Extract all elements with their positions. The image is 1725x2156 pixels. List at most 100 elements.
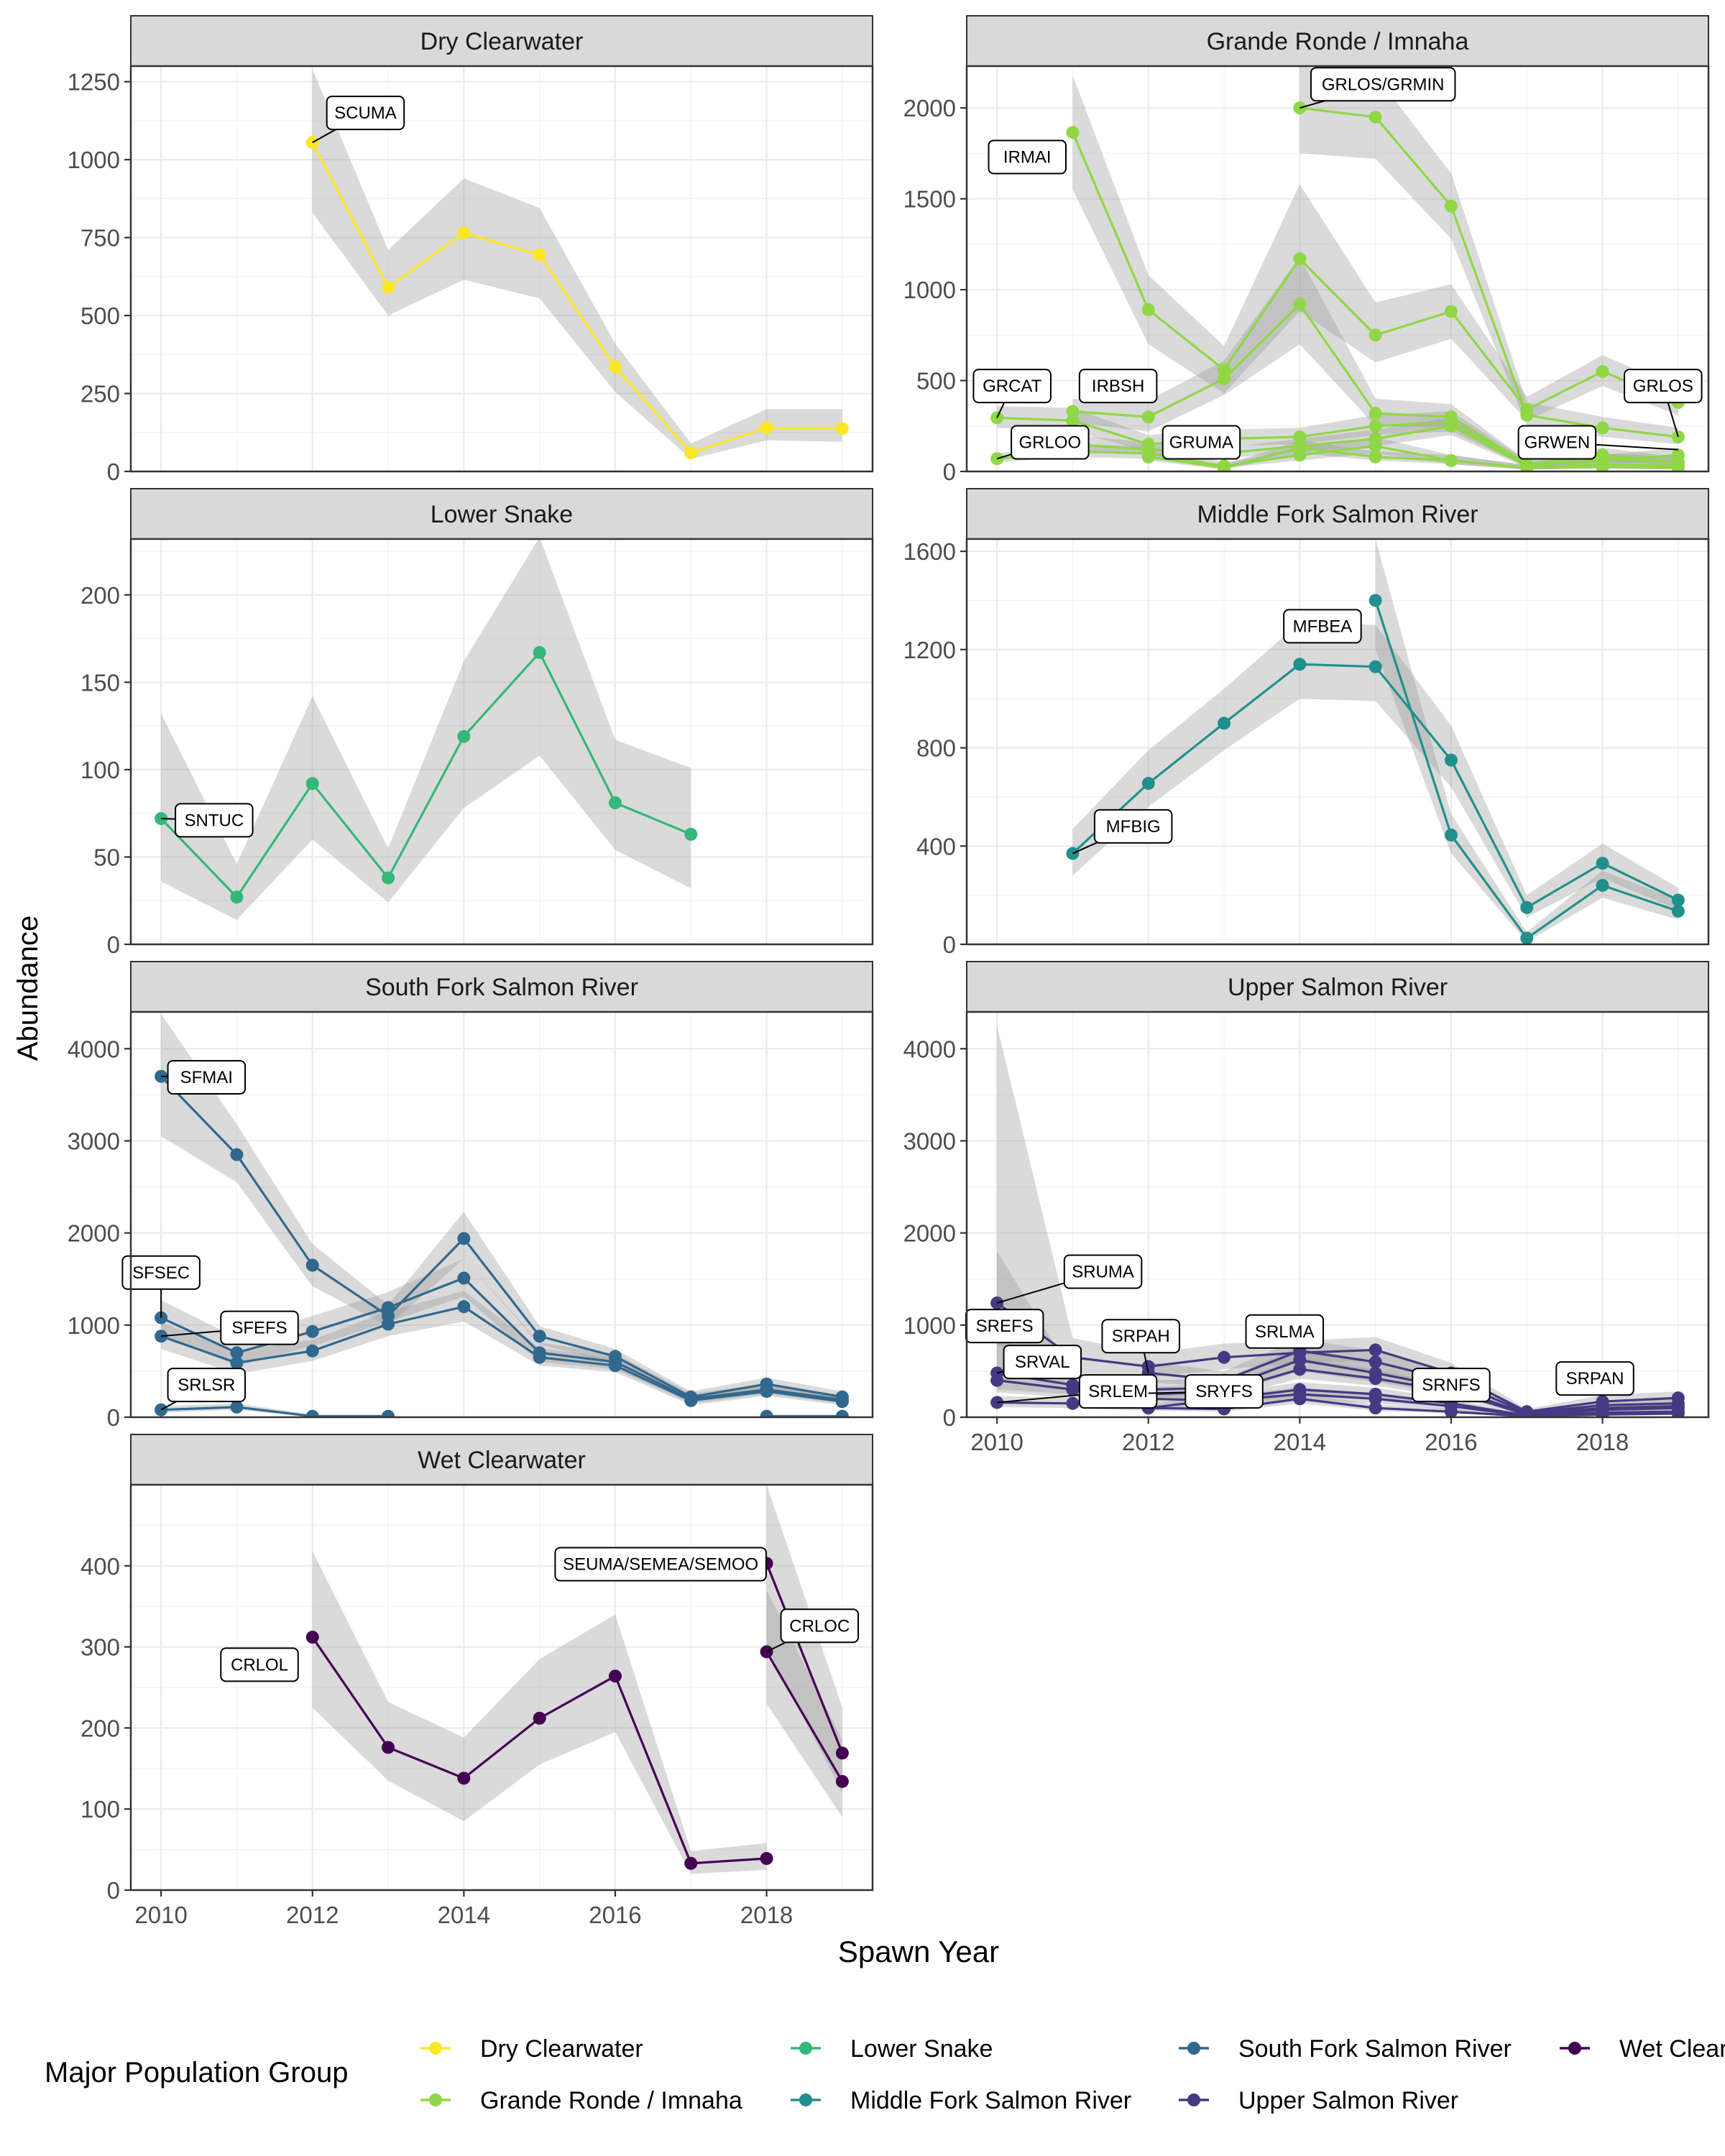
data-point [305,1258,319,1272]
data-point [230,1346,244,1360]
data-point [608,360,622,374]
label-box [326,96,405,131]
data-point [1218,717,1231,730]
y-tick-label: 0 [107,459,120,485]
y-tick-label: 4000 [68,1036,120,1062]
series-label: IRMAI [1003,147,1052,167]
ribbon-srnfs [1148,1393,1678,1417]
series-label: GRLOS [1633,377,1693,396]
legend-item: Lower Snake [791,2035,993,2063]
series-label: SRUMA [1072,1262,1134,1281]
label-box [554,1547,767,1582]
label-box [1063,1254,1143,1289]
data-point [1218,372,1231,386]
ribbon-grlos-grmin [1300,66,1678,445]
panel-background [131,1012,873,1417]
data-point [1293,1392,1307,1406]
facet-title: Grande Ronde / Imnaha [1207,28,1469,55]
data-point [230,890,244,904]
data-point [1596,364,1609,378]
data-point [1444,753,1458,767]
data-point [382,281,395,295]
series-label: SRPAN [1566,1369,1624,1388]
label-box [1093,808,1173,844]
y-tick-label: 0 [943,931,956,958]
x-tick-label: 2010 [134,1902,187,1928]
data-point [1596,460,1609,471]
data-point [1368,1355,1382,1369]
data-point [1293,441,1307,455]
legend-label: Dry Clearwater [480,2035,643,2063]
series-label: SRLEM [1088,1382,1148,1401]
data-point [1141,303,1155,316]
data-point [1368,1401,1382,1415]
x-tick-label: 2012 [286,1902,339,1928]
y-tick-label: 1000 [68,1312,120,1339]
series-labels: SNTUC [161,803,254,838]
legend-key-point [429,2042,442,2055]
panel-background [967,1012,1708,1417]
y-tick-label: 1200 [903,637,956,663]
data-point [1141,777,1155,791]
data-point [457,1271,471,1285]
series-label: GRLOO [1018,433,1081,453]
y-tick-label: 100 [80,1796,120,1823]
data-point [457,1232,471,1245]
series-label: SNTUC [185,811,244,830]
series-lines [990,101,1685,471]
y-tick-label: 1000 [903,1312,956,1339]
y-axis: 0 250 500 750 1000 1250 [68,69,131,485]
legend-label: Wet Clearwater [1619,2035,1725,2063]
data-point [1444,453,1458,467]
legend-item: Grande Ronde / Imnaha [420,2087,742,2114]
x-tick-label: 2010 [970,1429,1023,1455]
data-point [1293,1353,1307,1367]
facet-strip [130,961,873,1013]
legend-item: Middle Fork Salmon River [791,2087,1131,2114]
legend-item: Dry Clearwater [420,2035,643,2063]
data-point [230,1356,244,1370]
data-point [1671,461,1685,471]
facet-title: Wet Clearwater [418,1447,586,1474]
data-point [1671,1396,1685,1410]
facet-strip [966,488,1709,540]
legend-key-point [799,2093,812,2106]
data-point [1520,1409,1534,1417]
series-line-grwen [1148,446,1678,469]
data-point [990,1373,1004,1387]
y-tick-label: 400 [916,833,956,860]
label-box [1412,1368,1491,1403]
data-point [533,1330,546,1343]
series-label: GRUMA [1169,433,1233,453]
series-label: SFEFS [231,1319,287,1338]
data-point [382,1741,395,1754]
label-box [1245,1314,1325,1349]
facet-panel-grande-ronde-imnaha: Grande Ronde / Imnaha GRLOS/GRMIN IRMAI GRC… [903,15,1710,485]
data-point [1444,828,1458,842]
data-point [1671,893,1685,907]
x-tick-label: 2012 [1122,1429,1174,1455]
data-point [382,1317,395,1331]
x-axis-title: Spawn Year [838,1935,999,1968]
data-point [1368,432,1382,446]
y-tick-label: 50 [93,844,120,870]
series-line-grloo [996,444,1678,469]
y-tick-label: 0 [107,931,120,958]
series-line-grlos-grmin [1300,106,1679,438]
data-point [1596,878,1609,892]
series-label: SFSEC [132,1263,190,1283]
facet-title: Upper Salmon River [1228,974,1448,1001]
data-point [835,1774,849,1788]
ribbon-scuma [312,69,842,459]
gridlines [131,539,873,946]
ribbon-sfefs [161,1291,842,1406]
y-tick-label: 200 [80,1715,120,1741]
series-label: SREFS [976,1317,1034,1336]
y-tick-label: 0 [107,1404,120,1431]
series-labels: SRUMA SREFS SRVAL SRPAH SRLMA SRLEM SRYFS SRNFS… [965,1254,1634,1409]
y-axis: 0 50 100 150 200 [80,582,131,958]
series-line-sfefs [160,1305,843,1403]
series-label: GRWEN [1524,433,1591,453]
data-point [684,1393,698,1407]
